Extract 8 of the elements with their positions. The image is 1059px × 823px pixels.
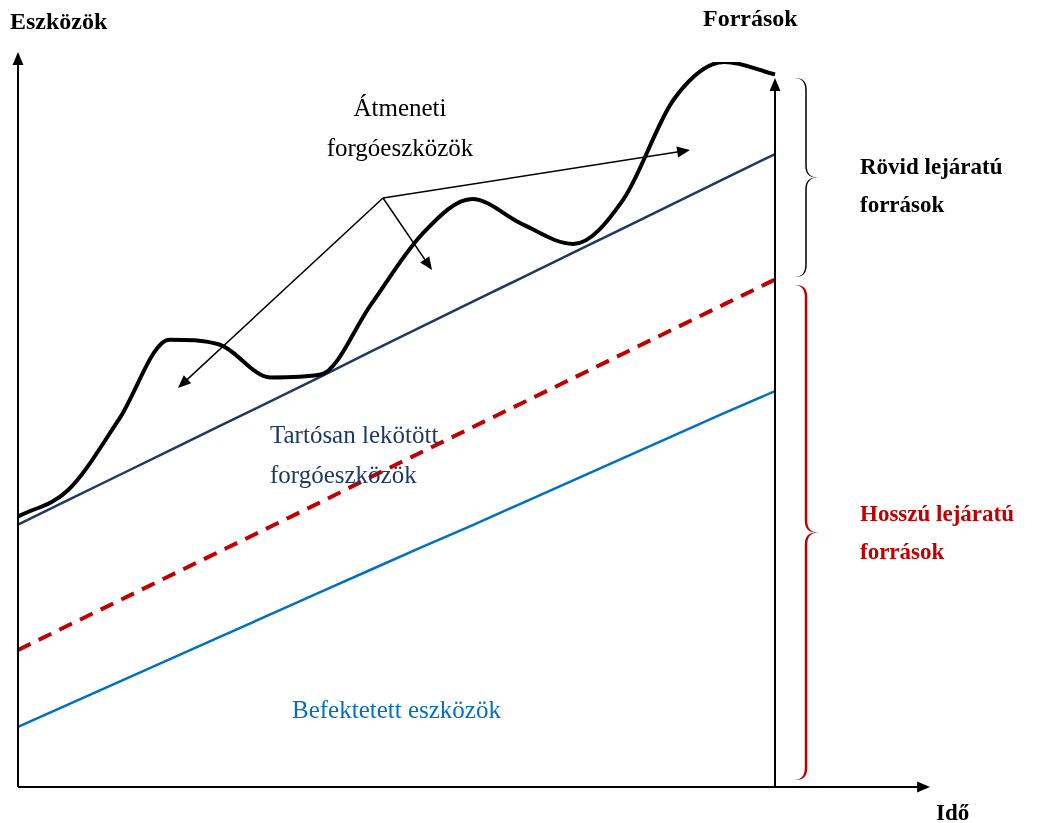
text: Rövid lejáratú források [860, 153, 1004, 219]
y2-axis-title: Források [703, 5, 798, 32]
annotation: Befektetett eszközök [292, 695, 502, 725]
text: Idő [936, 799, 971, 823]
y-axis-title: Eszközök [10, 8, 108, 35]
annotation: Átmeneti forgóeszközök [325, 93, 475, 163]
text: Hosszú lejáratú források [860, 500, 1015, 566]
annotation: Tartósan lekötött forgóeszközök [270, 420, 440, 490]
